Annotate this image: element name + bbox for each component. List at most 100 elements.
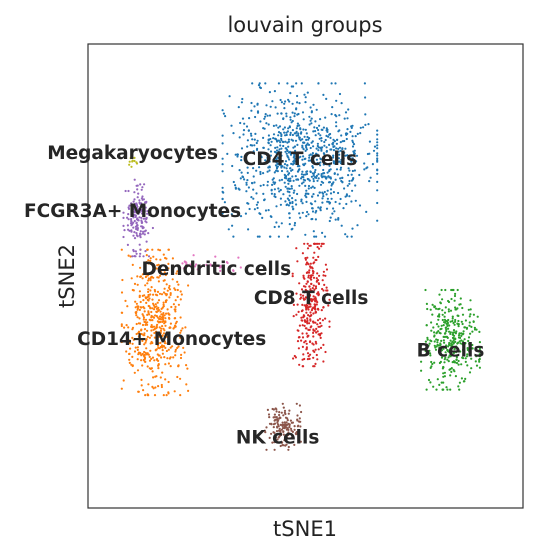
data-point (147, 277, 150, 280)
data-point (298, 324, 301, 327)
data-point (272, 124, 275, 127)
data-point (142, 305, 145, 309)
data-point (433, 305, 436, 308)
data-point (209, 263, 212, 266)
data-point (147, 262, 150, 265)
data-point (314, 287, 318, 290)
data-point (295, 292, 298, 295)
data-point (348, 155, 351, 158)
data-point (339, 197, 342, 201)
data-points (120, 82, 481, 451)
data-point (348, 169, 351, 172)
data-point (450, 348, 453, 351)
data-point (454, 320, 457, 323)
data-point (134, 215, 137, 218)
data-point (150, 334, 153, 337)
data-point (332, 145, 335, 148)
data-point (301, 170, 304, 173)
data-point (450, 297, 453, 301)
data-point (449, 339, 452, 342)
data-point (301, 202, 304, 205)
data-point (253, 144, 256, 147)
data-point (313, 171, 316, 174)
data-point (449, 374, 452, 377)
data-point (133, 156, 136, 159)
data-point (246, 139, 249, 142)
data-point (324, 162, 328, 165)
data-point (247, 186, 250, 189)
data-point (136, 346, 139, 349)
data-point (142, 318, 145, 321)
data-point (317, 177, 320, 180)
data-point (275, 169, 278, 172)
data-point (285, 133, 288, 137)
data-point (131, 160, 134, 163)
data-point (146, 212, 149, 215)
data-point (154, 348, 157, 351)
data-point (130, 154, 134, 157)
data-point (315, 277, 318, 280)
data-point (179, 336, 182, 339)
data-point (277, 156, 280, 160)
data-point (312, 256, 315, 259)
data-point (296, 340, 300, 343)
data-point (332, 154, 335, 157)
data-point (136, 283, 139, 286)
data-point (167, 262, 170, 265)
data-point (148, 213, 151, 217)
data-point (302, 365, 305, 368)
data-point (297, 424, 300, 427)
data-point (179, 316, 182, 319)
data-point (147, 295, 150, 298)
data-point (288, 409, 291, 412)
data-point (296, 414, 299, 417)
data-point (277, 150, 280, 153)
data-point (309, 119, 312, 122)
data-point (141, 273, 144, 276)
data-point (317, 206, 320, 209)
data-point (315, 174, 318, 177)
data-point (157, 346, 160, 349)
data-point (279, 444, 282, 448)
data-point (151, 370, 154, 373)
data-point (278, 179, 281, 182)
data-point (337, 147, 340, 150)
data-point (466, 348, 469, 351)
data-point (288, 158, 291, 161)
data-point (376, 189, 379, 192)
data-point (241, 117, 245, 120)
data-point (291, 129, 294, 132)
data-point (298, 124, 301, 127)
data-point (471, 347, 474, 350)
data-point (274, 146, 277, 149)
data-point (256, 235, 259, 238)
data-point (277, 131, 281, 134)
data-point (317, 255, 320, 258)
data-point (232, 235, 235, 238)
data-point (147, 255, 151, 258)
data-point (438, 307, 441, 310)
data-point (151, 307, 154, 310)
data-point (157, 280, 160, 283)
data-point (134, 202, 137, 205)
data-point (314, 211, 317, 214)
data-point (448, 354, 451, 357)
data-point (286, 179, 290, 182)
data-point (307, 143, 311, 146)
data-point (325, 286, 328, 289)
data-point (149, 259, 152, 262)
data-point (442, 347, 445, 350)
data-point (238, 169, 241, 172)
data-point (350, 235, 353, 238)
data-point (299, 128, 302, 131)
data-point (143, 350, 146, 354)
data-point (163, 287, 166, 290)
data-point (135, 314, 138, 317)
data-point (130, 277, 133, 280)
data-point (152, 293, 155, 296)
data-point (315, 280, 318, 283)
data-point (376, 159, 379, 162)
data-point (439, 332, 442, 335)
data-point (444, 346, 448, 349)
data-point (292, 315, 295, 318)
